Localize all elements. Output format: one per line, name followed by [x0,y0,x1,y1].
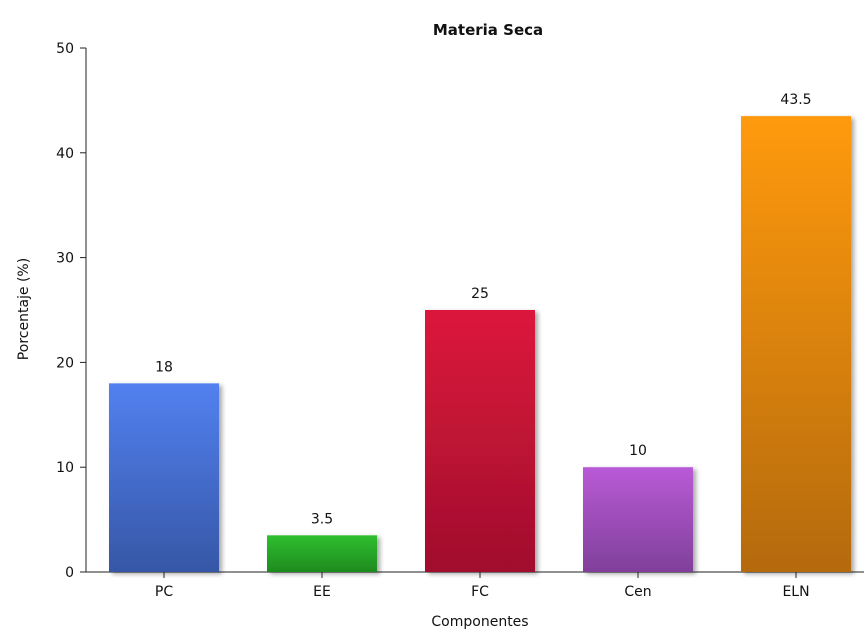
y-tick-label: 30 [56,251,74,267]
data-label-eln: 43.5 [780,92,811,108]
y-axis-ticks: 0 10 20 30 40 50 [56,41,86,581]
y-tick-label: 20 [56,355,74,371]
x-axis-ticks: PC EE FC Cen ELN [155,572,810,600]
bars-group: 18 3.5 25 10 43.5 [109,92,851,573]
x-tick-label-ee: EE [313,584,331,600]
bar-eln[interactable] [741,116,851,573]
data-label-cen: 10 [629,443,647,459]
bar-pc[interactable] [109,383,219,572]
y-axis-title: Porcentaje (%) [16,258,32,360]
bar-cen[interactable] [583,467,693,572]
bar-fc[interactable] [425,310,535,572]
x-axis-title: Componentes [431,614,528,630]
data-label-pc: 18 [155,359,173,375]
y-tick-label: 50 [56,41,74,57]
data-label-fc: 25 [471,286,489,302]
data-label-ee: 3.5 [311,511,333,527]
y-tick-label: 10 [56,460,74,476]
x-tick-label-pc: PC [155,584,173,600]
bar-ee[interactable] [267,535,377,572]
y-tick-label: 0 [65,565,74,581]
chart-title: Materia Seca [433,21,543,39]
x-tick-label-eln: ELN [782,584,809,600]
x-tick-label-cen: Cen [624,584,651,600]
x-tick-label-fc: FC [471,584,489,600]
y-tick-label: 40 [56,146,74,162]
